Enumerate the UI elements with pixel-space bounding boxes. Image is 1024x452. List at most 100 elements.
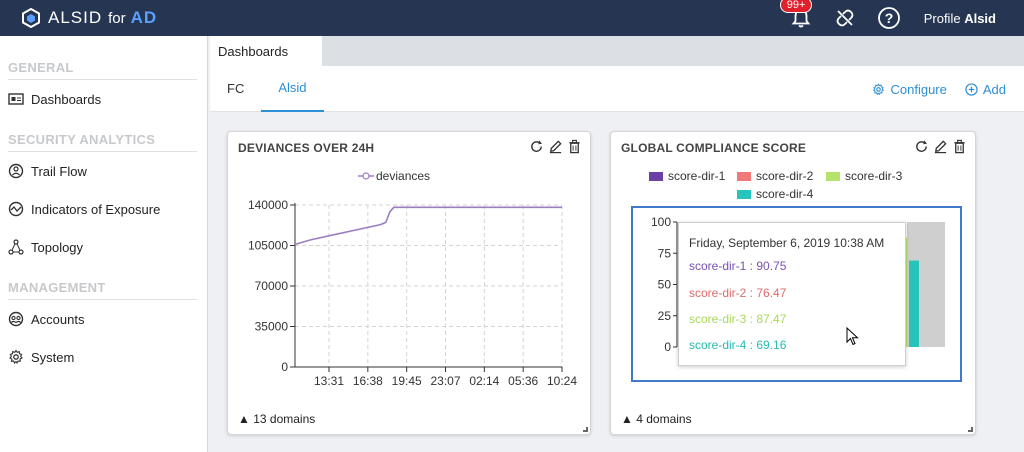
configure-label: Configure (890, 81, 947, 97)
divider (8, 299, 197, 300)
legend-swatch (826, 171, 840, 181)
resize-handle[interactable] (968, 427, 973, 432)
alsid-logo-icon (22, 8, 40, 28)
legend-label: score-dir-4 (756, 187, 814, 201)
subtab-fc[interactable]: FC (227, 81, 245, 96)
accounts-icon (8, 311, 24, 327)
legend-item[interactable]: score-dir-4 (737, 187, 813, 201)
sidebar: GENERAL Dashboards SECURITY ANALYTICS Tr… (0, 36, 208, 452)
tooltip-row: score-dir-1 : 90.75 (689, 259, 787, 273)
add-button[interactable]: Add (965, 82, 1006, 97)
sidebar-item-accounts[interactable]: Accounts (0, 300, 207, 338)
y-tick-label: 105000 (248, 239, 288, 253)
refresh-icon[interactable] (529, 139, 544, 154)
series-line-deviances (294, 206, 562, 246)
tooltip-row: score-dir-4 : 69.16 (689, 338, 787, 352)
divider (8, 151, 197, 152)
sidebar-item-label: System (31, 349, 75, 365)
sidebar-item-trail-flow[interactable]: Trail Flow (0, 152, 207, 190)
sidebar-item-label: Trail Flow (31, 163, 87, 179)
x-tick-label: 05:36 (508, 374, 538, 388)
resize-handle[interactable] (583, 427, 588, 432)
tab-dashboards[interactable]: Dashboards (210, 36, 322, 66)
widget-footer-domains[interactable]: ▲ 13 domains (238, 412, 316, 426)
chart-tooltip: Friday, September 6, 2019 10:38 AM score… (678, 222, 906, 366)
edit-icon[interactable] (933, 139, 948, 154)
trash-icon[interactable] (567, 139, 582, 154)
svg-text:?: ? (884, 10, 893, 26)
x-tick-label: 19:45 (392, 374, 422, 388)
add-label: Add (982, 81, 1006, 97)
legend-swatch (737, 189, 751, 199)
y-tick-label: 0 (281, 360, 288, 374)
sidebar-item-system[interactable]: System (0, 338, 207, 376)
sidebar-item-topology[interactable]: Topology (0, 228, 207, 266)
logo-ad: AD (130, 8, 158, 27)
logo-text: ALSID (48, 8, 103, 27)
logo-for: for (108, 9, 126, 27)
legend-swatch (737, 171, 751, 181)
legend-swatch (649, 171, 663, 181)
subtab-alsid[interactable]: Alsid (261, 66, 324, 112)
profile-menu[interactable]: Profile Alsid (924, 11, 996, 26)
gear-icon (873, 82, 885, 95)
app-logo[interactable]: ALSID for AD (22, 8, 157, 28)
sidebar-section-management: MANAGEMENT (8, 280, 106, 295)
top-bar: ALSID for AD 99+ ? Profile Al (0, 0, 1024, 36)
legend-marker (362, 172, 370, 180)
topology-icon (8, 239, 24, 255)
main-area: Dashboards FC Alsid Configure Add (210, 36, 1024, 452)
broken-link-icon (836, 9, 854, 27)
x-tick-label: 02:14 (469, 374, 499, 388)
profile-label: Profile (923, 10, 961, 26)
tooltip-title: Friday, September 6, 2019 10:38 AM (689, 236, 885, 250)
sidebar-item-indicators-of-exposure[interactable]: Indicators of Exposure (0, 190, 207, 228)
x-tick-label: 13:31 (314, 374, 344, 388)
y-tick-label: 100 (651, 215, 671, 229)
sidebar-section-security-analytics: SECURITY ANALYTICS (8, 132, 156, 147)
sidebar-item-dashboards[interactable]: Dashboards (0, 80, 207, 118)
x-tick-label: 23:07 (430, 374, 460, 388)
refresh-icon[interactable] (914, 139, 929, 154)
sidebar-item-label: Accounts (31, 311, 85, 327)
sidebar-item-label: Indicators of Exposure (31, 201, 161, 217)
y-tick-label: 35000 (255, 320, 289, 334)
y-tick-label: 140000 (248, 198, 288, 212)
tab-strip: Dashboards (210, 36, 1024, 66)
help-button[interactable]: ? (876, 5, 902, 31)
sidebar-item-label: Topology (31, 239, 84, 255)
y-tick-label: 0 (664, 340, 671, 354)
tooltip-row: score-dir-2 : 76.47 (689, 286, 787, 300)
widget-title: DEVIANCES OVER 24H (238, 141, 375, 155)
x-tick-label: 10:24 (547, 374, 577, 388)
y-tick-label: 75 (658, 246, 672, 260)
gear-icon (9, 349, 23, 365)
help-icon: ? (877, 7, 900, 29)
deviances-line-chart: deviances 0 35000 70000 105000 140000 13:31 16:… (248, 169, 577, 388)
disconnected-link-button[interactable] (832, 5, 858, 31)
legend-label: score-dir-1 (668, 169, 726, 183)
trash-icon[interactable] (952, 139, 967, 154)
y-tick-label: 70000 (255, 279, 289, 293)
widget-footer-domains[interactable]: ▲ 4 domains (621, 412, 692, 426)
bar-score-dir-4 (909, 260, 919, 347)
widget-title: GLOBAL COMPLIANCE SCORE (621, 141, 807, 155)
notifications-badge: 99+ (779, 0, 813, 13)
dashboard-icon (8, 93, 24, 105)
edit-icon[interactable] (548, 139, 563, 154)
tooltip-row: score-dir-3 : 87.47 (689, 312, 787, 326)
trail-flow-icon (8, 163, 24, 179)
notifications-button[interactable]: 99+ (779, 0, 814, 31)
legend-item[interactable]: score-dir-3 (826, 169, 902, 183)
configure-button[interactable]: Configure (872, 81, 947, 97)
legend-label: deviances (376, 169, 430, 183)
x-tick-label: 16:38 (353, 374, 383, 388)
legend-item[interactable]: score-dir-1 (649, 169, 725, 183)
legend-item[interactable]: score-dir-2 (737, 169, 813, 183)
y-tick-label: 25 (658, 309, 672, 323)
y-tick-label: 50 (658, 278, 672, 292)
legend-label: score-dir-2 (756, 169, 814, 183)
mouse-cursor-icon (846, 327, 859, 346)
indicators-icon (8, 201, 24, 217)
dashboard-subtabs: FC Alsid Configure Add (210, 66, 1024, 112)
